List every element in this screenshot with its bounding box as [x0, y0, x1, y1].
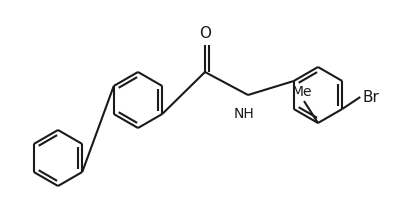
Text: NH: NH — [233, 107, 254, 121]
Text: O: O — [199, 26, 211, 41]
Text: Me: Me — [292, 85, 312, 99]
Text: Br: Br — [362, 89, 379, 105]
